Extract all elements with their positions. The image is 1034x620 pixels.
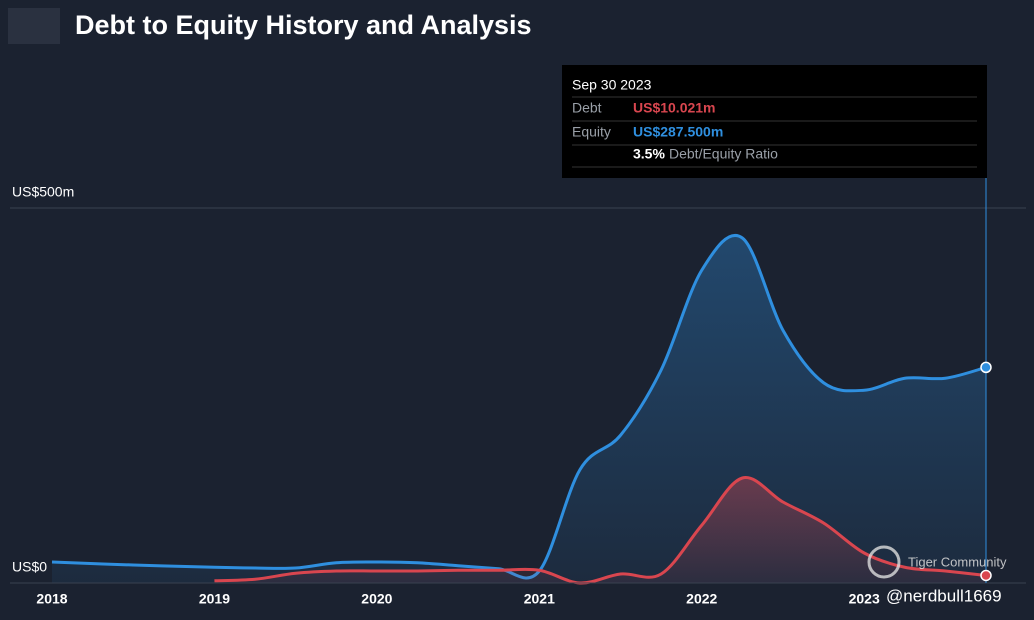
watermark-logo xyxy=(867,545,901,579)
chart-title: Debt to Equity History and Analysis xyxy=(75,10,532,40)
x-tick-label: 2018 xyxy=(36,591,67,607)
plot xyxy=(51,234,987,585)
tooltip-label: Debt xyxy=(572,100,602,116)
tooltip-ratio-label: Debt/Equity Ratio xyxy=(669,146,778,162)
x-tick-label: 2020 xyxy=(361,591,392,607)
watermark: Tiger Community xyxy=(908,554,1007,569)
line xyxy=(51,234,987,580)
end-marker xyxy=(980,361,992,374)
area xyxy=(214,477,986,584)
tooltip-value: US$287.500m xyxy=(633,124,723,140)
tooltip-value: US$10.021m xyxy=(633,100,716,116)
tooltip-date: Sep 30 2023 xyxy=(572,77,652,93)
x-tick-label: 2021 xyxy=(524,591,555,607)
x-tick-label: 2022 xyxy=(686,591,717,607)
tooltip-label: Equity xyxy=(572,124,611,140)
y-tick-label: US$500m xyxy=(12,184,74,200)
end-marker xyxy=(980,569,992,582)
handle: @nerdbull1669 xyxy=(886,586,1002,605)
logo-placeholder xyxy=(8,8,60,44)
line xyxy=(214,476,987,585)
tooltip: Sep 30 2023 Debt US$10.021m Equity US$287.50… xyxy=(562,65,987,178)
x-tick-label: 2023 xyxy=(849,591,880,607)
x-tick-label: 2019 xyxy=(199,591,230,607)
y-tick-label: US$0 xyxy=(12,559,47,575)
tooltip-ratio: 3.5% xyxy=(633,146,665,162)
